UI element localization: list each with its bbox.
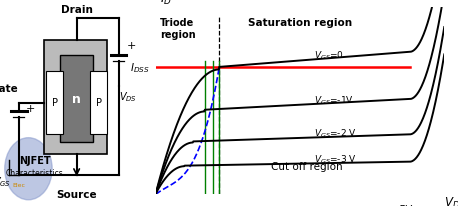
Text: $I_{DSS}$: $I_{DSS}$ [130, 61, 150, 74]
Circle shape [5, 138, 52, 200]
Text: $V_{GS}$: $V_{GS}$ [0, 174, 11, 188]
Text: Source: Source [56, 189, 97, 199]
Bar [60, 56, 93, 142]
Text: $BV_{DSO}$: $BV_{DSO}$ [398, 202, 427, 206]
Text: P: P [96, 98, 102, 108]
Text: Saturation region: Saturation region [248, 18, 352, 27]
Text: NJFET: NJFET [19, 156, 50, 166]
Text: $V_{GS}$=-3 V: $V_{GS}$=-3 V [314, 153, 357, 165]
Text: Drain: Drain [61, 5, 93, 15]
Text: $V_{GS}$=0: $V_{GS}$=0 [314, 49, 344, 62]
Bar [46, 72, 63, 134]
Text: $V_{DS}$: $V_{DS}$ [444, 195, 458, 206]
Text: Cut off region: Cut off region [271, 161, 343, 171]
Text: +: + [126, 40, 136, 50]
Text: $V_{GS}$=-1V: $V_{GS}$=-1V [314, 94, 354, 106]
Text: n: n [72, 92, 81, 105]
Text: +: + [26, 103, 36, 113]
Text: Triode
region: Triode region [160, 18, 196, 40]
Text: Elec: Elec [12, 182, 26, 187]
Text: Characteristics: Characteristics [6, 169, 64, 178]
Text: Gate: Gate [0, 84, 19, 94]
Bar [90, 72, 108, 134]
Text: $I_D$: $I_D$ [160, 0, 172, 6]
Text: $V_{DS}$: $V_{DS}$ [119, 90, 137, 104]
Text: P: P [51, 98, 58, 108]
Text: $V_{GS}$=-2 V: $V_{GS}$=-2 V [314, 127, 357, 139]
Bar [44, 41, 108, 154]
